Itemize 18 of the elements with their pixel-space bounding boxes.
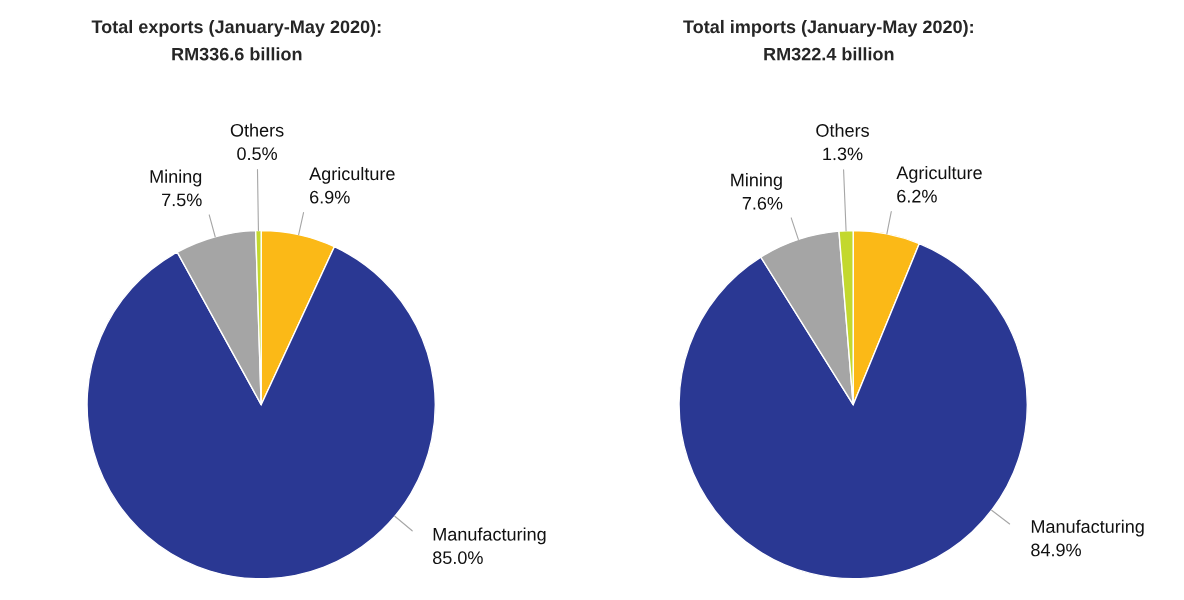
slice-label: Manufacturing (1031, 519, 1144, 537)
data-label: 1.3% (823, 147, 863, 161)
data-label: 6.2% (897, 189, 937, 203)
slice-label: Agriculture (309, 166, 395, 184)
slice-label: Agriculture (896, 165, 982, 183)
chart-title: Total exports (January-May 2020): RM336.6 billion (91, 19, 381, 61)
data-label: 84.9% (1031, 543, 1081, 557)
data-label: 7.6% (742, 196, 783, 210)
data-label: 85.0% (433, 551, 483, 565)
data-label: 7.5% (162, 193, 202, 207)
slice-label: Mining (731, 173, 782, 190)
data-label: 0.5% (237, 147, 278, 161)
slice-label: Manufacturing (433, 527, 546, 545)
slice-label: Others (816, 123, 869, 137)
chart-title: Total imports (January-May 2020): RM322.4 billion (683, 19, 973, 61)
data-label: 6.9% (310, 190, 350, 204)
slice-label: Others (230, 123, 284, 137)
slice-label: Mining (150, 169, 202, 187)
